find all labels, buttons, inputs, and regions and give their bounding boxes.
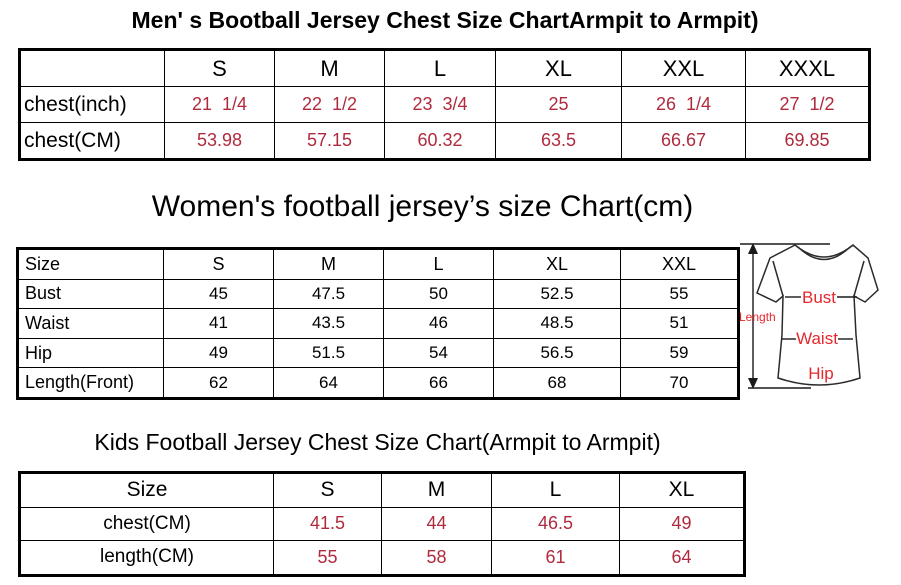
tshirt-diagram-svg: Bust Waist Hip Length	[739, 243, 879, 389]
value-cell: 23 3/4	[384, 86, 496, 123]
data-row: Waist 41 43.5 46 48.5 51	[17, 308, 739, 339]
value-cell: 70	[620, 367, 739, 399]
value-cell: 54	[383, 337, 494, 369]
row-label: length(CM)	[19, 540, 274, 576]
womens-size-table: Size S M L XL XXL Bust 45 47.5 50 52.5 55 Waist 41 43.…	[16, 247, 740, 400]
column-header: XL	[495, 49, 622, 87]
row-label: chest(inch)	[19, 86, 165, 123]
header-row: S M L XL XXL XXXL	[19, 49, 870, 87]
data-row: Bust 45 47.5 50 52.5 55	[17, 278, 739, 310]
column-header: L	[383, 248, 494, 280]
value-cell: 52.5	[493, 278, 621, 310]
column-header	[19, 49, 165, 87]
value-cell: 69.85	[745, 122, 870, 160]
column-header: Size	[19, 472, 274, 508]
tshirt-left-sleeve-seam	[772, 260, 784, 297]
value-cell: 61	[491, 540, 620, 576]
value-cell: 27 1/2	[745, 86, 870, 123]
value-cell: 49	[163, 337, 274, 369]
waist-label: Waist	[796, 329, 838, 348]
value-cell: 66	[383, 367, 494, 399]
column-header: L	[384, 49, 496, 87]
row-label: Waist	[17, 308, 164, 339]
value-cell: 51.5	[273, 337, 384, 369]
value-cell: 45	[163, 278, 274, 310]
kids-chart-title: Kids Football Jersey Chest Size Chart(Ar…	[94, 429, 661, 455]
column-header: XL	[493, 248, 621, 280]
header-row: Size S M L XL	[19, 472, 745, 508]
column-header: M	[381, 472, 492, 508]
value-cell: 41.5	[273, 506, 382, 542]
value-cell: 57.15	[274, 122, 385, 160]
length-label: Length	[739, 310, 776, 324]
data-row: Hip 49 51.5 54 56.5 59	[17, 337, 739, 369]
length-arrow-down-head	[748, 378, 758, 389]
column-header: S	[163, 248, 274, 280]
data-row: chest(CM) 53.98 57.15 60.32 63.5 66.67 69.85	[19, 122, 870, 160]
value-cell: 25	[495, 86, 622, 123]
value-cell: 46	[383, 308, 494, 339]
value-cell: 44	[381, 506, 492, 542]
value-cell: 63.5	[495, 122, 622, 160]
tshirt-collar-inner-line	[797, 246, 851, 261]
value-cell: 59	[620, 337, 739, 369]
row-label: chest(CM)	[19, 122, 165, 160]
value-cell: 46.5	[491, 506, 620, 542]
value-cell: 58	[381, 540, 492, 576]
column-header: XXL	[621, 49, 746, 87]
mens-size-table: S M L XL XXL XXXL chest(inch) 21 1/4 22 1/2 23 3/…	[18, 48, 871, 161]
bust-label: Bust	[802, 288, 836, 307]
data-row: Length(Front) 62 64 66 68 70	[17, 367, 739, 399]
value-cell: 53.98	[164, 122, 275, 160]
column-header: M	[274, 49, 385, 87]
row-label: Bust	[17, 278, 164, 310]
value-cell: 64	[619, 540, 745, 576]
value-cell: 41	[163, 308, 274, 339]
value-cell: 64	[273, 367, 384, 399]
value-cell: 51	[620, 308, 739, 339]
data-row: chest(inch) 21 1/4 22 1/2 23 3/4 25 26 1/4 27 …	[19, 86, 870, 123]
row-label: Hip	[17, 337, 164, 369]
tshirt-outline	[756, 244, 879, 386]
value-cell: 62	[163, 367, 274, 399]
column-header: S	[164, 49, 275, 87]
data-row: length(CM) 55 58 61 64	[19, 540, 745, 576]
value-cell: 56.5	[493, 337, 621, 369]
value-cell: 55	[273, 540, 382, 576]
womens-chart-title: Women's football jersey’s size Chart(cm)	[151, 190, 694, 223]
tshirt-right-sleeve-seam	[853, 260, 865, 297]
column-header: XXL	[620, 248, 739, 280]
value-cell: 49	[619, 506, 745, 542]
value-cell: 43.5	[273, 308, 384, 339]
column-header: Size	[17, 248, 164, 280]
tshirt-measurement-diagram: Bust Waist Hip Length	[737, 240, 901, 402]
value-cell: 66.67	[621, 122, 746, 160]
mens-chart-title: Men' s Bootball Jersey Chest Size ChartA…	[131, 7, 759, 33]
length-arrow-up-head	[748, 243, 758, 254]
value-cell: 55	[620, 278, 739, 310]
value-cell: 26 1/4	[621, 86, 746, 123]
value-cell: 48.5	[493, 308, 621, 339]
value-cell: 22 1/2	[274, 86, 385, 123]
value-cell: 21 1/4	[164, 86, 275, 123]
column-header: S	[273, 472, 382, 508]
value-cell: 47.5	[273, 278, 384, 310]
column-header: XL	[619, 472, 745, 508]
column-header: M	[273, 248, 384, 280]
value-cell: 50	[383, 278, 494, 310]
header-row: Size S M L XL XXL	[17, 248, 739, 280]
data-row: chest(CM) 41.5 44 46.5 49	[19, 506, 745, 542]
row-label: Length(Front)	[17, 367, 164, 399]
kids-size-table: Size S M L XL chest(CM) 41.5 44 46.5 49 length(CM)…	[18, 471, 746, 577]
hip-label: Hip	[808, 364, 834, 383]
column-header: L	[491, 472, 620, 508]
column-header: XXXL	[745, 49, 870, 87]
value-cell: 68	[493, 367, 621, 399]
row-label: chest(CM)	[19, 506, 274, 542]
value-cell: 60.32	[384, 122, 496, 160]
